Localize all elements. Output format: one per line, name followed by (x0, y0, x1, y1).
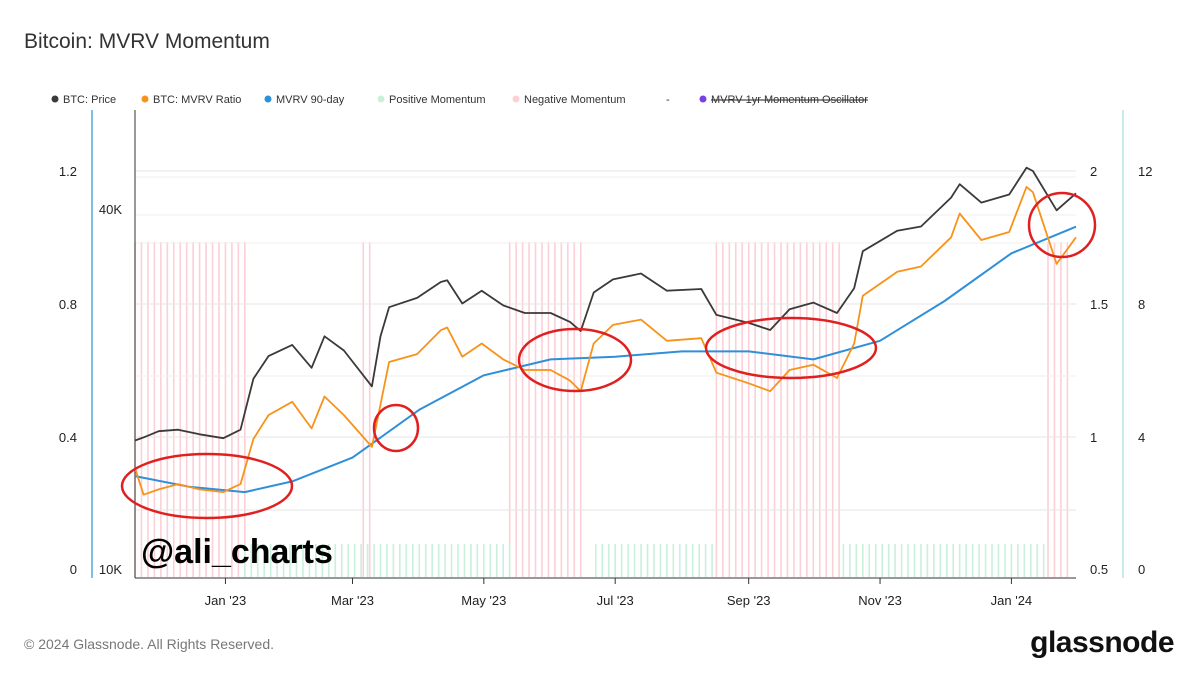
legend-label-1: BTC: MVRV Ratio (153, 94, 241, 106)
x-tick-label: Jan '24 (991, 593, 1033, 608)
chart-title: Bitcoin: MVRV Momentum (24, 30, 270, 53)
copyright-footer: © 2024 Glassnode. All Rights Reserved. (24, 636, 275, 652)
legend-dot-icon (51, 95, 59, 103)
highlight-circle (517, 327, 633, 393)
mvrv-tick-label: 1 (1090, 430, 1097, 445)
highlight-circle (1027, 191, 1097, 259)
legend-dot-icon (377, 95, 385, 103)
legend: BTC: Price BTC: MVRV Ratio MVRV 90-day Posi… (51, 94, 868, 106)
highlight-circles (120, 191, 1097, 520)
mvrv-ratio-line (134, 186, 1077, 496)
highlight-circle (704, 316, 878, 380)
x-tick-label: Jul '23 (597, 593, 634, 608)
btc-price-line (134, 166, 1077, 442)
legend-dot-icon (699, 95, 707, 103)
legend-label-6: MVRV 1yr Momentum Oscillator (711, 94, 868, 106)
axes: 0 0.4 0.8 1.2 10K 40K 0.5 1 1.5 2 0 4 8 12 Jan '23 Mar … (59, 110, 1152, 608)
watermark-text: @ali_charts (141, 533, 333, 571)
legend-label-0: BTC: Price (63, 94, 116, 106)
highlight-circle (372, 403, 420, 453)
legend-label-4: Negative Momentum (524, 94, 626, 106)
series-lines (134, 166, 1077, 496)
x-tick-label: Sep '23 (727, 593, 771, 608)
momentum-regions (134, 242, 1069, 577)
momentum-tick-label: 1.2 (59, 164, 77, 179)
momentum-tick-label: 0.8 (59, 297, 77, 312)
momentum-tick-label: 0 (70, 562, 77, 577)
mvrv-tick-label: 0.5 (1090, 562, 1108, 577)
legend-label-3: Positive Momentum (389, 94, 486, 106)
legend-dot-icon (141, 95, 149, 103)
legend-label-5: - (666, 94, 670, 106)
legend-label-2: MVRV 90-day (276, 94, 345, 106)
mvrv-tick-label: 2 (1090, 164, 1097, 179)
price-tick-label: 40K (99, 202, 122, 217)
oscillator-tick-label: 4 (1138, 430, 1145, 445)
legend-dot-icon (512, 95, 520, 103)
legend-dot-icon (264, 95, 272, 103)
price-tick-label: 10K (99, 562, 122, 577)
momentum-tick-label: 0.4 (59, 430, 77, 445)
mvrv-tick-label: 1.5 (1090, 297, 1108, 312)
x-tick-label: Jan '23 (205, 593, 247, 608)
oscillator-tick-label: 0 (1138, 562, 1145, 577)
x-tick-label: May '23 (461, 593, 506, 608)
gridlines (135, 170, 1076, 511)
oscillator-tick-label: 12 (1138, 164, 1152, 179)
x-tick-label: Nov '23 (858, 593, 902, 608)
glassnode-logo: glassnode (1030, 626, 1174, 659)
mvrv-90day-line (134, 225, 1077, 494)
x-tick-label: Mar '23 (331, 593, 374, 608)
highlight-circle (120, 452, 294, 520)
oscillator-tick-label: 8 (1138, 297, 1145, 312)
